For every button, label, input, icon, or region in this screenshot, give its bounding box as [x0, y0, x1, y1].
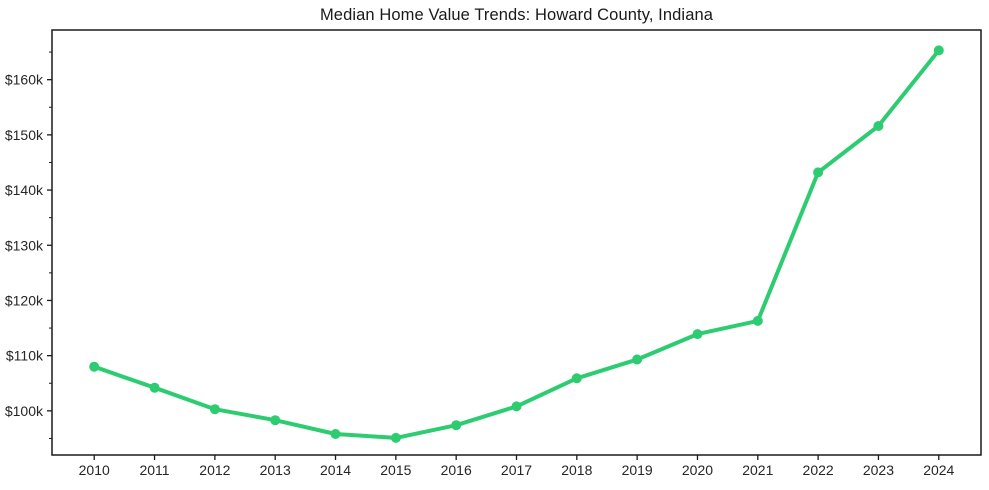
y-tick-label: $130k [5, 237, 44, 253]
x-tick-label: 2011 [139, 462, 169, 478]
data-point-2017 [511, 401, 522, 412]
y-tick-label: $120k [5, 292, 44, 308]
x-tick-label: 2020 [682, 462, 713, 478]
x-tick-label: 2024 [923, 462, 954, 478]
x-tick-label: 2017 [501, 462, 532, 478]
x-tick-label: 2013 [260, 462, 291, 478]
data-point-2022 [813, 167, 824, 178]
x-tick-label: 2021 [742, 462, 773, 478]
x-tick-label: 2018 [561, 462, 592, 478]
data-point-2016 [451, 420, 462, 431]
data-point-2023 [873, 121, 884, 131]
x-tick-label: 2023 [863, 462, 894, 478]
data-point-2015 [390, 432, 401, 443]
y-tick-label: $150k [5, 127, 44, 143]
x-tick-label: 2022 [803, 462, 834, 478]
data-point-2020 [692, 329, 703, 340]
data-point-2014 [330, 429, 341, 439]
y-tick-label: $160k [5, 72, 44, 88]
axes-frame [51, 29, 982, 456]
data-point-2010 [89, 361, 100, 372]
x-tick-label: 2014 [320, 462, 351, 478]
x-tick-label: 2016 [441, 462, 472, 478]
x-tick-label: 2019 [622, 462, 653, 478]
x-tick-label: 2015 [380, 462, 411, 478]
data-point-2012 [209, 404, 220, 415]
trend-line [92, 48, 941, 440]
y-tick-label: $100k [5, 403, 44, 419]
y-tick-label: $140k [5, 182, 44, 198]
y-tick-label: $110k [6, 348, 44, 364]
data-point-2021 [752, 315, 763, 326]
data-point-2018 [571, 373, 582, 384]
data-point-2024 [933, 45, 944, 56]
x-tick-label: 2010 [79, 462, 110, 478]
x-tick-label: 2012 [199, 462, 230, 478]
data-point-2011 [149, 382, 160, 393]
data-point-2013 [270, 415, 281, 426]
chart-title: Median Home Value Trends: Howard County,… [319, 6, 714, 24]
data-point-2019 [632, 354, 643, 365]
